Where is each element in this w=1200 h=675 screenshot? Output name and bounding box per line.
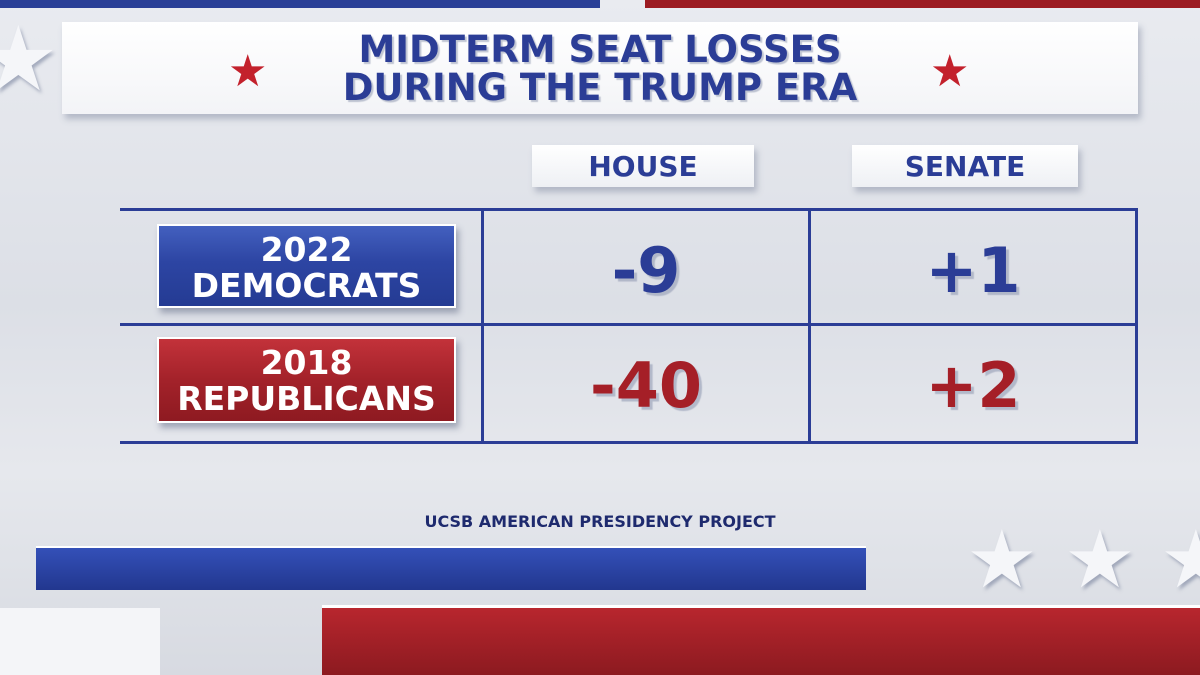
top-blue-stripe — [0, 0, 600, 8]
cell-2022-senate: +1 — [925, 234, 1021, 307]
star-icon: ★ — [1064, 513, 1136, 606]
star-icon: ★ — [0, 7, 59, 112]
grid-line-top — [120, 208, 1138, 211]
page-title: MIDTERM SEAT LOSSES DURING THE TRUMP ERA — [62, 31, 1138, 107]
row-label-party: DEMOCRATS — [191, 266, 422, 305]
bottom-blue-bar — [36, 548, 866, 590]
column-header-house: HOUSE — [532, 145, 754, 187]
title-card: ★ ★ MIDTERM SEAT LOSSES DURING THE TRUMP… — [62, 22, 1138, 114]
star-icon: ★ — [930, 46, 970, 97]
bottom-white-bar — [0, 608, 160, 675]
row-label-year: 2022 — [260, 230, 353, 269]
grid-line-vertical-1 — [481, 208, 484, 444]
star-icon: ★ — [228, 46, 268, 97]
grid-line-vertical-2 — [808, 208, 811, 444]
column-header-senate: SENATE — [852, 145, 1078, 187]
star-icon: ★ — [966, 513, 1038, 606]
grid-line-middle — [120, 323, 1138, 326]
row-label-year: 2018 — [260, 343, 353, 382]
grid-line-bottom — [120, 441, 1138, 444]
row-label-2018-republicans: 2018 REPUBLICANS — [157, 337, 456, 423]
cell-2022-house: -9 — [611, 234, 681, 307]
row-label-party: REPUBLICANS — [177, 379, 436, 418]
title-line-2: DURING THE TRUMP ERA — [342, 66, 858, 109]
star-icon: ★ — [1160, 513, 1200, 606]
bottom-red-bar — [322, 608, 1200, 675]
grid-line-vertical-3 — [1135, 208, 1138, 444]
top-red-stripe — [645, 0, 1200, 8]
source-label: UCSB AMERICAN PRESIDENCY PROJECT — [424, 512, 776, 531]
cell-2018-senate: +2 — [925, 349, 1021, 422]
cell-2018-house: -40 — [589, 349, 702, 422]
row-label-2022-democrats: 2022 DEMOCRATS — [157, 224, 456, 308]
title-line-1: MIDTERM SEAT LOSSES — [358, 28, 842, 71]
